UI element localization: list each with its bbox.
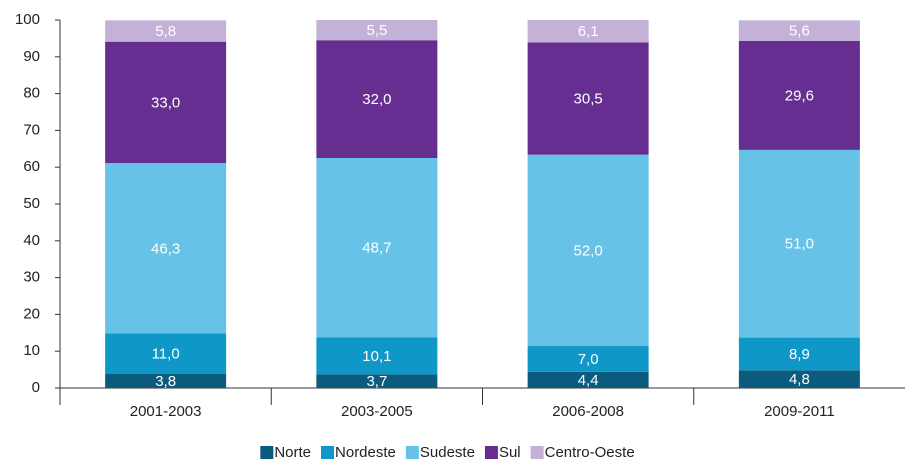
bar-segment (738, 337, 860, 371)
legend-label: Nordeste (335, 444, 396, 461)
bar-segment (527, 154, 649, 347)
data-label: 3,8 (155, 373, 176, 390)
data-label: 51,0 (785, 236, 814, 253)
data-label: 5,5 (366, 22, 387, 39)
bar-segment (527, 42, 649, 155)
y-tick-label: 70 (23, 121, 40, 138)
y-tick-label: 60 (23, 158, 40, 175)
data-label: 52,0 (574, 242, 603, 259)
bar-segment (105, 374, 227, 388)
legend-label: Norte (274, 444, 311, 461)
y-tick-label: 80 (23, 85, 40, 102)
legend-swatch (484, 446, 498, 459)
bar-segment (527, 346, 649, 372)
bar-segment (316, 40, 438, 158)
x-tick-label: 2006-2008 (552, 403, 624, 420)
data-label: 30,5 (574, 91, 603, 108)
legend-swatch (530, 446, 544, 459)
bar-segment (316, 337, 438, 375)
x-tick-label: 2003-2005 (341, 403, 413, 420)
bar-segment (105, 163, 227, 334)
data-label: 48,7 (362, 240, 391, 257)
data-label: 10,1 (362, 348, 391, 365)
x-tick-label: 2009-2011 (764, 403, 835, 420)
data-label: 29,6 (785, 87, 814, 104)
data-label: 11,0 (152, 346, 180, 363)
y-tick-label: 20 (23, 305, 40, 322)
legend-swatch (321, 446, 335, 459)
data-label: 3,7 (366, 373, 387, 390)
bar-segment (738, 370, 860, 388)
legend-label: Sul (499, 444, 521, 461)
y-tick-label: 90 (23, 48, 40, 65)
data-label: 5,6 (789, 23, 810, 40)
data-label: 6,1 (578, 23, 599, 40)
y-tick-label: 10 (23, 342, 40, 359)
x-tick-label: 2001-2003 (130, 403, 202, 420)
y-tick-label: 50 (23, 195, 40, 212)
bar-segment (316, 158, 438, 338)
bar-segment (527, 20, 649, 43)
bar-segment (738, 20, 860, 41)
bar-segment (105, 20, 227, 42)
y-tick-label: 0 (32, 379, 40, 396)
bar-segment (316, 374, 438, 388)
data-label: 8,9 (789, 346, 810, 363)
legend-label: Sudeste (420, 444, 475, 461)
bar-segment (105, 41, 227, 164)
data-label: 33,0 (151, 94, 180, 111)
legend-label: Centro-Oeste (545, 444, 635, 461)
data-label: 7,0 (578, 351, 599, 368)
data-label: 4,4 (578, 372, 599, 389)
bar-segment (105, 333, 227, 375)
bar-segment (738, 149, 860, 338)
y-tick-label: 40 (23, 232, 40, 249)
legend-swatch (405, 446, 419, 459)
bar-segment (738, 40, 860, 150)
y-tick-label: 100 (15, 11, 40, 28)
legend-swatch (260, 446, 274, 459)
y-tick-label: 30 (23, 269, 40, 286)
bar-segment (316, 20, 438, 41)
data-label: 5,8 (155, 23, 176, 40)
data-label: 46,3 (151, 240, 180, 257)
data-label: 4,8 (789, 371, 810, 388)
data-label: 32,0 (362, 91, 391, 108)
bar-segment (527, 371, 649, 388)
